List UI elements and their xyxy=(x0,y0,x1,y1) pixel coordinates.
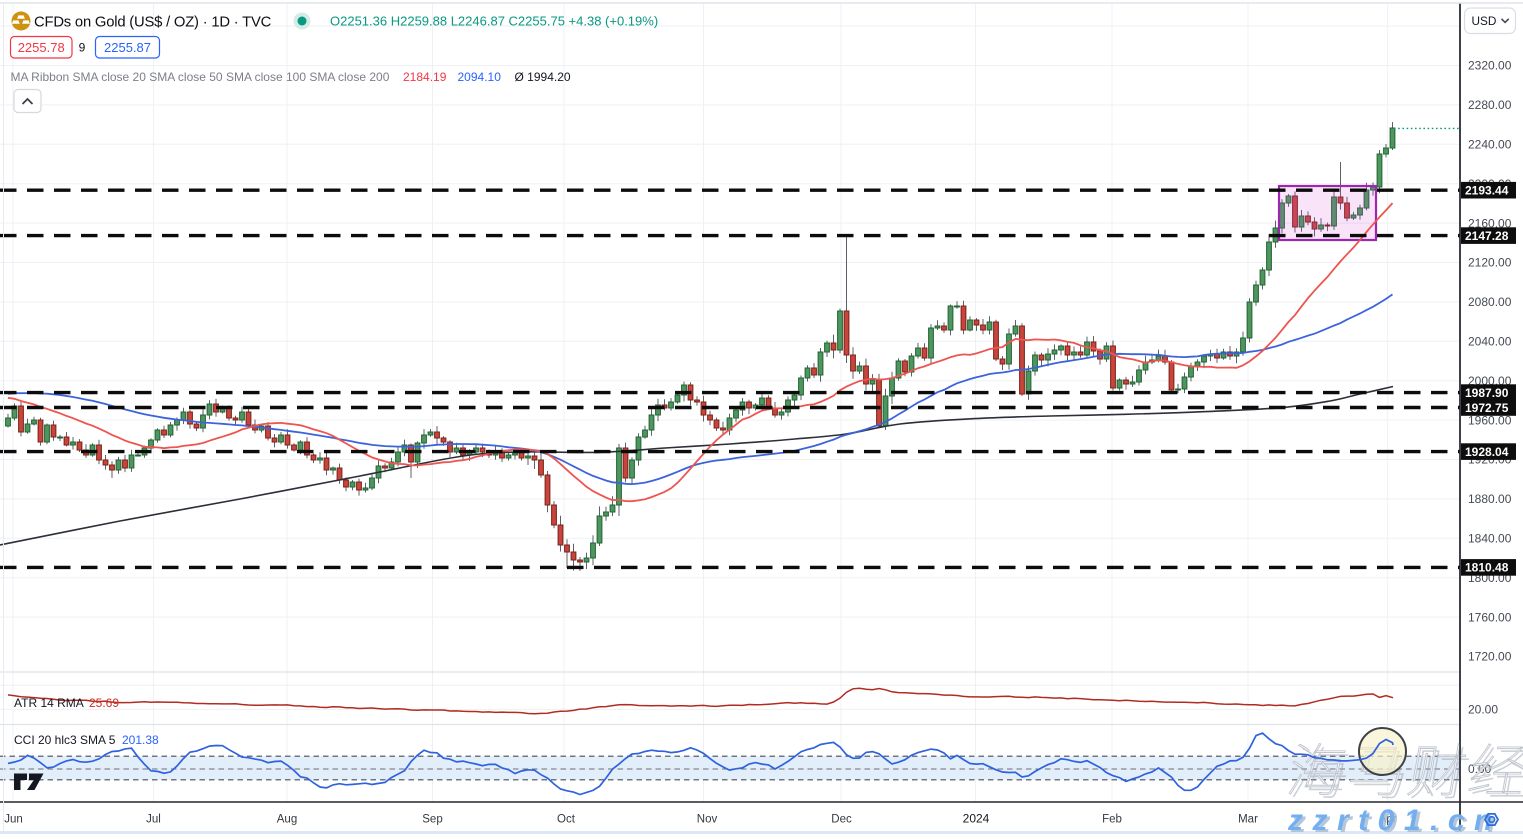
svg-text:1960.00: 1960.00 xyxy=(1468,413,1512,427)
svg-text:Apr: Apr xyxy=(1379,814,1397,826)
svg-text:1720.00: 1720.00 xyxy=(1468,650,1512,664)
svg-text:zzrt01.cn: zzrt01.cn xyxy=(1287,804,1502,834)
svg-text:2094.10: 2094.10 xyxy=(458,70,502,84)
svg-text:2240.00: 2240.00 xyxy=(1468,138,1512,152)
svg-text:Aug: Aug xyxy=(277,814,297,826)
svg-text:2320.00: 2320.00 xyxy=(1468,59,1512,73)
svg-text:Jun: Jun xyxy=(4,814,23,826)
svg-text:1810.48: 1810.48 xyxy=(1465,561,1509,575)
svg-text:2024: 2024 xyxy=(963,812,990,826)
svg-text:1928.04: 1928.04 xyxy=(1465,445,1509,459)
svg-text:1987.90: 1987.90 xyxy=(1465,386,1509,400)
svg-text:Sep: Sep xyxy=(422,814,442,826)
svg-text:9: 9 xyxy=(79,41,86,55)
svg-text:2255.87: 2255.87 xyxy=(104,40,151,55)
svg-text:1840.00: 1840.00 xyxy=(1468,532,1512,546)
svg-text:ATR 14 RMA: ATR 14 RMA xyxy=(14,696,84,710)
svg-text:MA Ribbon SMA close 20 SMA clo: MA Ribbon SMA close 20 SMA close 50 SMA … xyxy=(11,70,390,84)
svg-text:2184.19: 2184.19 xyxy=(403,70,447,84)
svg-text:2040.00: 2040.00 xyxy=(1468,335,1512,349)
svg-text:2193.44: 2193.44 xyxy=(1465,184,1509,198)
svg-text:1760.00: 1760.00 xyxy=(1468,610,1512,624)
svg-text:Oct: Oct xyxy=(557,814,576,826)
svg-text:1972.75: 1972.75 xyxy=(1465,401,1509,415)
svg-text:25.69: 25.69 xyxy=(89,696,119,710)
svg-text:CFDs on Gold (US$ / OZ) · 1D ·: CFDs on Gold (US$ / OZ) · 1D · TVC xyxy=(34,15,272,31)
svg-text:2120.00: 2120.00 xyxy=(1468,256,1512,270)
svg-text:O2251.36 H2259.88 L2246.87: O2251.36 H2259.88 L2246.87 C2255.75 +4.3… xyxy=(330,14,658,29)
svg-text:USD: USD xyxy=(1472,14,1497,28)
svg-text:2255.78: 2255.78 xyxy=(18,40,65,55)
svg-text:Nov: Nov xyxy=(697,814,718,826)
svg-text:201.38: 201.38 xyxy=(122,733,159,747)
svg-text:2160.00: 2160.00 xyxy=(1468,216,1512,230)
svg-text:1880.00: 1880.00 xyxy=(1468,492,1512,506)
svg-text:Jul: Jul xyxy=(146,814,161,826)
svg-text:CCI 20 hlc3 SMA 5: CCI 20 hlc3 SMA 5 xyxy=(14,733,116,747)
svg-text:Mar: Mar xyxy=(1238,814,1258,826)
svg-text:2280.00: 2280.00 xyxy=(1468,98,1512,112)
svg-text:Dec: Dec xyxy=(831,814,852,826)
svg-text:Feb: Feb xyxy=(1102,814,1122,826)
svg-text:Ø 1994.20: Ø 1994.20 xyxy=(515,70,571,84)
svg-text:20.00: 20.00 xyxy=(1468,703,1498,717)
svg-text:2147.28: 2147.28 xyxy=(1465,229,1509,243)
svg-text:2080.00: 2080.00 xyxy=(1468,295,1512,309)
